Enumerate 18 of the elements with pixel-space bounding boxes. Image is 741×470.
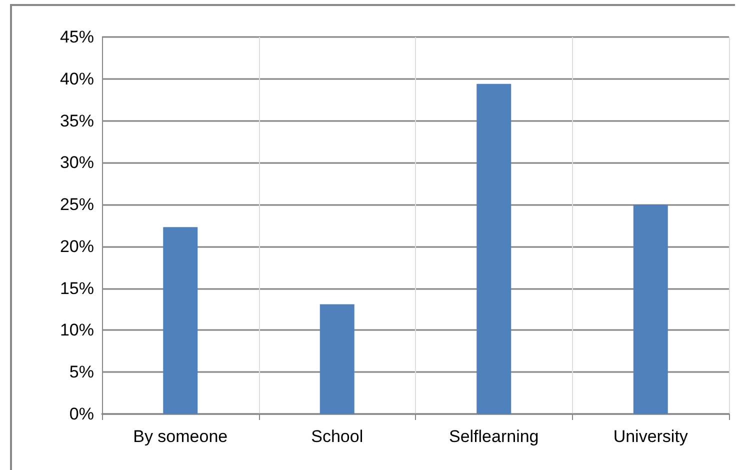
x-tick-label: University xyxy=(613,427,688,446)
y-tick-label: 45% xyxy=(60,28,94,46)
bar xyxy=(476,84,512,414)
y-tick-label: 10% xyxy=(60,320,94,340)
y-tick-label: 20% xyxy=(60,236,94,256)
bar xyxy=(633,204,668,414)
y-tick-label: 0% xyxy=(69,404,94,424)
x-tick-label: School xyxy=(311,427,364,446)
y-tick-label: 25% xyxy=(60,195,94,214)
y-tick-label: 30% xyxy=(60,153,94,172)
x-tick-label: By someone xyxy=(133,427,228,446)
y-tick-label: 35% xyxy=(60,111,94,130)
y-tick-label: 15% xyxy=(60,278,94,298)
x-tick-label: Selflearning xyxy=(448,427,539,446)
bar xyxy=(320,304,354,414)
y-tick-label: 5% xyxy=(69,362,94,382)
y-tick-label: 40% xyxy=(60,69,94,88)
bar xyxy=(163,227,198,414)
